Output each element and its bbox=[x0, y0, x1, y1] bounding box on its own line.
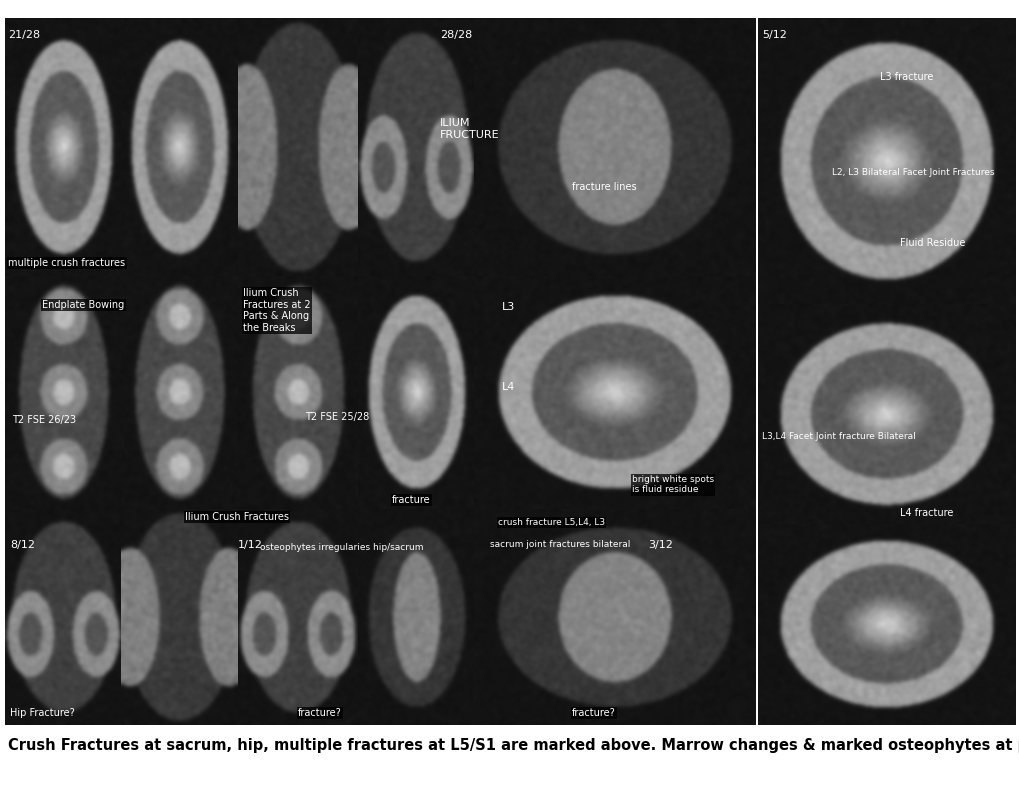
Text: Endplate Bowing: Endplate Bowing bbox=[42, 300, 124, 310]
Text: 8/12: 8/12 bbox=[10, 540, 35, 550]
Text: 21/28: 21/28 bbox=[8, 30, 40, 40]
Text: crush fracture L5,L4, L3: crush fracture L5,L4, L3 bbox=[497, 518, 604, 527]
Text: L5 Vertebra Body & Articular Process Multiple Fractures: L5 Vertebra Body & Articular Process Mul… bbox=[8, 6, 297, 16]
Text: fracture?: fracture? bbox=[298, 708, 341, 718]
Text: L2, L3 Bilateral Facet Joint Fractures: L2, L3 Bilateral Facet Joint Fractures bbox=[832, 168, 994, 177]
Text: Fluid Residue: Fluid Residue bbox=[899, 238, 964, 248]
Text: sacrum joint fractures bilateral: sacrum joint fractures bilateral bbox=[489, 540, 630, 549]
Text: fracture: fracture bbox=[391, 495, 430, 505]
Text: Ilium Crush Fractures: Ilium Crush Fractures bbox=[184, 512, 288, 522]
Text: ILIUM
FRUCTURE: ILIUM FRUCTURE bbox=[439, 118, 499, 139]
Text: 1/12: 1/12 bbox=[237, 540, 263, 550]
Text: L3 fracture: L3 fracture bbox=[879, 72, 932, 82]
Text: L3: L3 bbox=[501, 302, 515, 312]
Text: L3,L4 Facet Joint fracture Bilateral: L3,L4 Facet Joint fracture Bilateral bbox=[761, 432, 915, 441]
Text: Ilium Crush
Fractures at 2
Parts & Along
the Breaks: Ilium Crush Fractures at 2 Parts & Along… bbox=[243, 288, 311, 333]
Text: L4: L4 bbox=[501, 382, 515, 392]
Text: fracture?: fracture? bbox=[572, 708, 615, 718]
Text: osteophytes irregularies hip/sacrum: osteophytes irregularies hip/sacrum bbox=[260, 543, 423, 552]
Text: T2 FSE 25/28: T2 FSE 25/28 bbox=[305, 412, 369, 422]
Text: multiple crush fractures: multiple crush fractures bbox=[8, 258, 125, 268]
Text: T2 FSE 26/23: T2 FSE 26/23 bbox=[12, 415, 76, 425]
Text: Hip Fracture?: Hip Fracture? bbox=[10, 708, 74, 718]
Text: L4 fracture: L4 fracture bbox=[899, 508, 953, 518]
Text: 5/12: 5/12 bbox=[761, 30, 786, 40]
Text: 28/28: 28/28 bbox=[439, 30, 472, 40]
Text: Crush Fractures at sacrum, hip, multiple fractures at L5/S1 are marked above. Ma: Crush Fractures at sacrum, hip, multiple… bbox=[8, 738, 1019, 753]
Text: fracture lines: fracture lines bbox=[572, 182, 636, 192]
Text: bright white spots
is fluid residue: bright white spots is fluid residue bbox=[632, 475, 713, 494]
Text: 3/12: 3/12 bbox=[647, 540, 673, 550]
